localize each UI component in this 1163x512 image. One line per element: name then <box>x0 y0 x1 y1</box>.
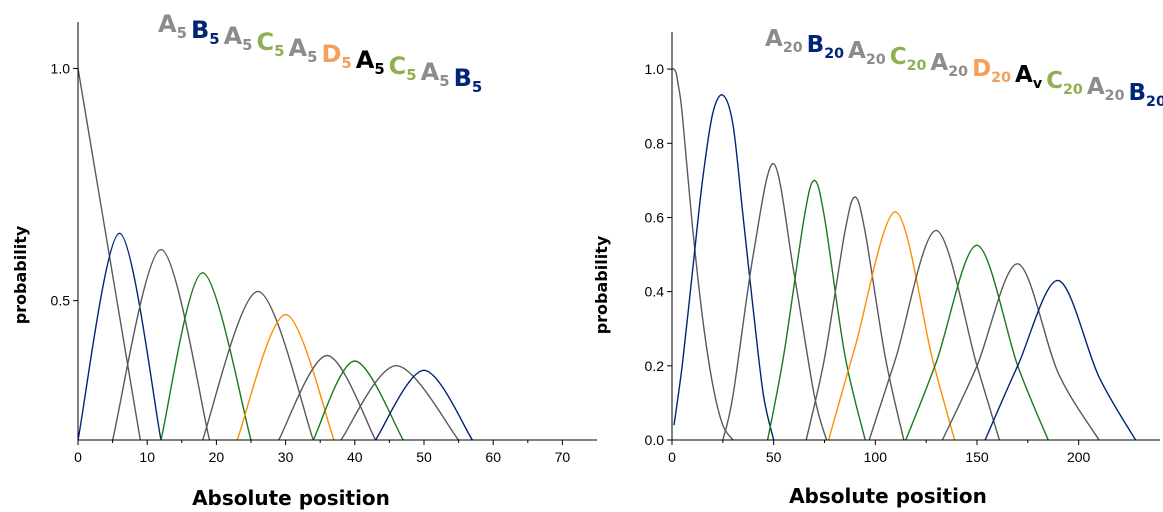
sequence-subscript-7: 5 <box>406 66 416 84</box>
series-curve-5 <box>827 211 956 441</box>
sequence-subscript-1: 20 <box>824 46 844 62</box>
series-curve-6 <box>278 354 377 441</box>
sequence-block-2: A <box>848 38 866 64</box>
x-tick-label: 30 <box>278 449 294 465</box>
left-chart: A5 B5 A5 C5 A5 D5 A5 C5 A5 B5 probability Absolut… <box>11 10 597 510</box>
sequence-block-8: A <box>421 58 440 86</box>
sequence-subscript-5: 5 <box>341 54 351 72</box>
sequence-block-4: A <box>930 50 948 76</box>
x-tick-label: 200 <box>1067 449 1091 465</box>
left-y-axis-title: probability <box>11 225 30 324</box>
left-sequence-title: A5 B5 A5 C5 A5 D5 A5 C5 A5 B5 <box>158 10 482 96</box>
sequence-subscript-4: 5 <box>307 48 317 66</box>
y-tick-label: 0.8 <box>645 135 665 151</box>
sequence-block-6: A <box>1015 62 1033 88</box>
series-curve-5 <box>236 313 335 441</box>
sequence-subscript-1: 5 <box>209 30 219 48</box>
series-curve-2 <box>722 162 828 441</box>
sequence-block-7: C <box>389 52 407 80</box>
sequence-block-0: A <box>765 26 783 52</box>
x-tick-label: 100 <box>864 449 888 465</box>
series-curve-4 <box>805 196 905 441</box>
sequence-subscript-9: 5 <box>472 78 482 96</box>
series-curve-8 <box>941 263 1100 441</box>
sequence-block-8: A <box>1087 74 1105 100</box>
right-chart: A20 B20 A20 C20 A20 D20 Av C20 A20 B20 probabilit… <box>592 26 1163 508</box>
series-curve-0 <box>77 68 141 441</box>
sequence-subscript-7: 20 <box>1063 82 1083 98</box>
x-tick-label: 0 <box>668 449 676 465</box>
sequence-subscript-3: 20 <box>907 58 927 74</box>
sequence-block-3: C <box>890 44 907 70</box>
right-y-axis-title: probability <box>592 235 611 334</box>
sequence-block-2: A <box>224 22 243 50</box>
series-curve-9 <box>375 369 473 441</box>
sequence-block-1: B <box>807 32 825 58</box>
x-tick-label: 20 <box>209 449 225 465</box>
series-curve-9 <box>984 279 1137 441</box>
sequence-subscript-0: 20 <box>783 40 803 56</box>
x-tick-label: 50 <box>766 449 782 465</box>
y-tick-label: 1.0 <box>645 61 665 77</box>
y-tick-label: 0.0 <box>645 432 665 448</box>
right-x-axis-title: Absolute position <box>789 484 987 508</box>
x-tick-label: 150 <box>965 449 989 465</box>
x-tick-label: 60 <box>485 449 501 465</box>
sequence-subscript-4: 20 <box>948 64 968 80</box>
x-tick-label: 0 <box>74 449 82 465</box>
series-curve-6 <box>868 229 1001 441</box>
right-ticks: 0 50 100 150 200 0.0 0.2 0.4 0.6 0.8 1.0 <box>645 61 1091 465</box>
left-ticks: 0 10 20 30 40 50 60 70 0.5 1.0 <box>51 60 571 465</box>
sequence-block-5: D <box>972 56 991 82</box>
sequence-subscript-2: 5 <box>242 36 252 54</box>
y-tick-label: 0.5 <box>51 293 71 309</box>
sequence-subscript-3: 5 <box>274 42 284 60</box>
series-curve-7 <box>905 244 1049 441</box>
sequence-block-9: B <box>454 64 472 92</box>
sequence-block-7: C <box>1046 68 1063 94</box>
sequence-subscript-0: 5 <box>177 24 187 42</box>
series-curve-1 <box>77 232 162 441</box>
sequence-block-5: D <box>321 40 341 68</box>
sequence-subscript-8: 20 <box>1105 88 1125 104</box>
sequence-subscript-6: v <box>1033 76 1043 92</box>
series-curve-0 <box>671 68 734 441</box>
x-tick-label: 50 <box>416 449 432 465</box>
sequence-subscript-2: 20 <box>866 52 886 68</box>
sequence-subscript-9: 20 <box>1146 94 1163 110</box>
y-tick-label: 0.2 <box>645 358 665 374</box>
right-curves <box>671 68 1137 441</box>
sequence-subscript-6: 5 <box>374 60 384 78</box>
sequence-block-0: A <box>158 10 177 38</box>
series-curve-7 <box>312 360 404 441</box>
series-curve-4 <box>201 290 314 441</box>
series-curve-3 <box>766 179 866 441</box>
sequence-subscript-5: 20 <box>991 70 1011 86</box>
left-curves <box>77 68 473 441</box>
sequence-block-3: C <box>257 28 275 56</box>
sequence-block-4: A <box>289 34 308 62</box>
y-tick-label: 0.6 <box>645 209 665 225</box>
y-tick-label: 1.0 <box>51 60 71 76</box>
sequence-subscript-8: 5 <box>439 72 449 90</box>
left-x-axis-title: Absolute position <box>192 486 390 510</box>
x-tick-label: 70 <box>555 449 571 465</box>
series-curve-8 <box>340 364 460 441</box>
series-curve-1 <box>673 94 775 441</box>
sequence-block-6: A <box>356 46 375 74</box>
right-sequence-title: A20 B20 A20 C20 A20 D20 Av C20 A20 B20 <box>765 26 1163 110</box>
series-curve-2 <box>111 248 211 441</box>
sequence-block-1: B <box>191 16 209 44</box>
x-tick-label: 40 <box>347 449 363 465</box>
sequence-block-9: B <box>1129 80 1147 106</box>
series-curve-3 <box>160 272 252 441</box>
x-tick-label: 10 <box>139 449 155 465</box>
y-tick-label: 0.4 <box>645 284 665 300</box>
